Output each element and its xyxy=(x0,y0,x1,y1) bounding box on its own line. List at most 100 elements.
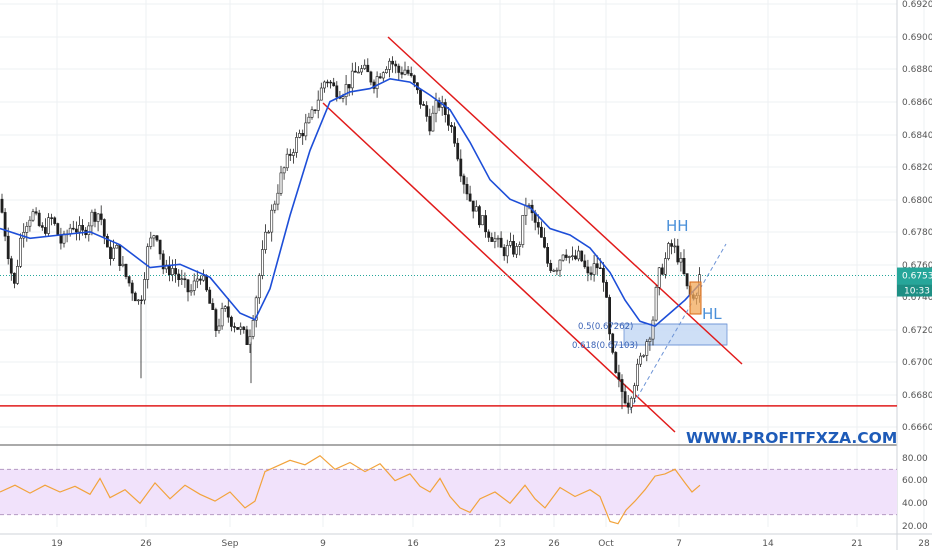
candle-body xyxy=(319,87,323,101)
candle-body xyxy=(149,237,153,247)
candle-body xyxy=(527,204,531,207)
candle-body xyxy=(515,246,519,255)
candle-body xyxy=(273,203,277,211)
candle-body xyxy=(629,397,633,408)
candle-body xyxy=(558,259,562,271)
candle-body xyxy=(378,76,382,79)
candle-body xyxy=(676,245,680,263)
candle-body xyxy=(663,258,667,275)
candle-body xyxy=(521,215,525,245)
candle-body xyxy=(304,122,308,137)
candle-body xyxy=(285,153,289,169)
candle-body xyxy=(140,299,143,302)
candle-body xyxy=(248,336,252,345)
rising-trendline xyxy=(629,243,727,411)
candle-body xyxy=(152,235,156,239)
candle-body xyxy=(484,215,488,233)
candle-body xyxy=(279,172,283,194)
candle-body xyxy=(115,245,119,249)
candle-body xyxy=(155,235,159,241)
candle-body xyxy=(78,225,81,233)
candle-body xyxy=(233,326,236,328)
candle-body xyxy=(673,245,677,248)
time-tick-label: Sep xyxy=(222,539,239,549)
candle-body xyxy=(9,258,13,274)
candle-body xyxy=(422,104,426,106)
candle-body xyxy=(226,306,230,318)
candle-body xyxy=(428,116,432,132)
candle-body xyxy=(13,272,16,284)
candle-body xyxy=(109,246,112,260)
moving-average-line xyxy=(0,77,701,327)
candle-body xyxy=(282,167,286,174)
rsi-band xyxy=(0,469,897,515)
candle-body xyxy=(552,270,556,272)
candle-body xyxy=(626,402,630,408)
candle-body xyxy=(59,234,63,244)
candle-body xyxy=(298,133,302,138)
candle-body xyxy=(329,81,333,84)
candle-body xyxy=(75,228,78,233)
time-tick-label: 26 xyxy=(140,539,152,549)
candle-body xyxy=(236,327,240,330)
candle-body xyxy=(264,231,267,250)
rsi-tick-label: 40.00 xyxy=(902,499,928,509)
candle-body xyxy=(614,352,618,373)
candle-body xyxy=(344,84,348,98)
candle-body xyxy=(391,60,395,65)
candle-body xyxy=(93,211,97,222)
candle-body xyxy=(211,303,215,310)
candle-body xyxy=(31,211,35,221)
candle-body xyxy=(245,329,249,346)
candle-body xyxy=(56,223,60,235)
candle-body xyxy=(487,231,491,238)
candle-body xyxy=(589,272,593,275)
candle-body xyxy=(384,69,388,74)
candle-body xyxy=(360,68,364,73)
candle-body xyxy=(617,372,621,380)
rsi-tick-label: 20.00 xyxy=(902,522,928,532)
candle-body xyxy=(570,255,574,258)
candle-body xyxy=(543,237,546,248)
candle-body xyxy=(158,239,162,255)
candle-body xyxy=(412,75,416,84)
candle-body xyxy=(112,247,116,260)
candle-body xyxy=(586,266,590,274)
candle-body xyxy=(366,64,370,73)
candle-body xyxy=(446,114,450,126)
candle-body xyxy=(437,100,441,108)
candle-body xyxy=(186,279,190,293)
drawing-layer xyxy=(0,36,897,433)
candle-body xyxy=(453,126,457,144)
candle-body xyxy=(564,254,568,258)
candle-body xyxy=(595,263,599,269)
candle-body xyxy=(43,227,47,234)
candle-body xyxy=(335,85,339,98)
candle-body xyxy=(462,175,466,185)
candle-body xyxy=(90,211,94,227)
candle-body xyxy=(611,333,615,353)
candle-body xyxy=(502,247,506,257)
candle-body xyxy=(260,249,264,276)
candle-body xyxy=(481,215,484,226)
candle-body xyxy=(183,278,187,281)
candle-body xyxy=(685,273,689,287)
candle-body xyxy=(37,212,41,226)
candle-body xyxy=(81,225,85,231)
candle-body xyxy=(397,65,401,73)
candle-body xyxy=(657,267,661,288)
candle-body xyxy=(189,290,193,293)
candle-body xyxy=(601,267,605,283)
fib-zone xyxy=(624,324,727,345)
candle-body xyxy=(620,379,624,392)
